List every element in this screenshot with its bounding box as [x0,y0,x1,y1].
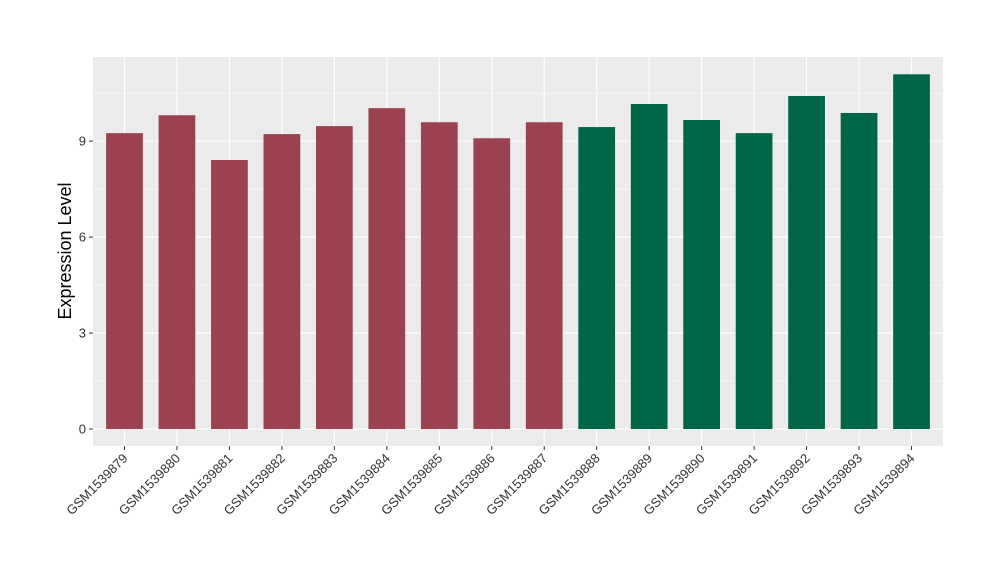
bar-GSM1539882 [263,134,301,430]
bar-GSM1539890 [683,120,721,430]
bar-GSM1539880 [158,115,196,430]
y-tick-label: 6 [79,230,86,245]
bar-GSM1539881 [211,160,248,430]
y-tick-label: 3 [79,326,86,341]
bar-GSM1539893 [840,112,878,430]
bar-GSM1539889 [630,104,668,430]
bar-GSM1539888 [578,127,616,430]
bar-GSM1539894 [893,74,930,430]
bar-GSM1539885 [420,122,458,430]
bar-GSM1539886 [473,138,511,430]
y-axis: 0 3 6 9 [79,134,93,437]
x-axis: GSM1539879GSM1539880GSM1539881GSM1539882… [63,446,918,518]
bar-GSM1539884 [368,108,406,430]
bar-GSM1539892 [788,96,825,430]
bar-GSM1539887 [525,122,563,430]
y-axis-title: Expression Level [55,182,75,319]
y-tick-label: 0 [79,422,86,437]
y-tick-label: 9 [79,134,86,149]
bars [106,74,930,430]
bar-GSM1539891 [735,133,773,430]
bar-GSM1539879 [106,133,143,430]
bar-GSM1539883 [315,126,353,430]
